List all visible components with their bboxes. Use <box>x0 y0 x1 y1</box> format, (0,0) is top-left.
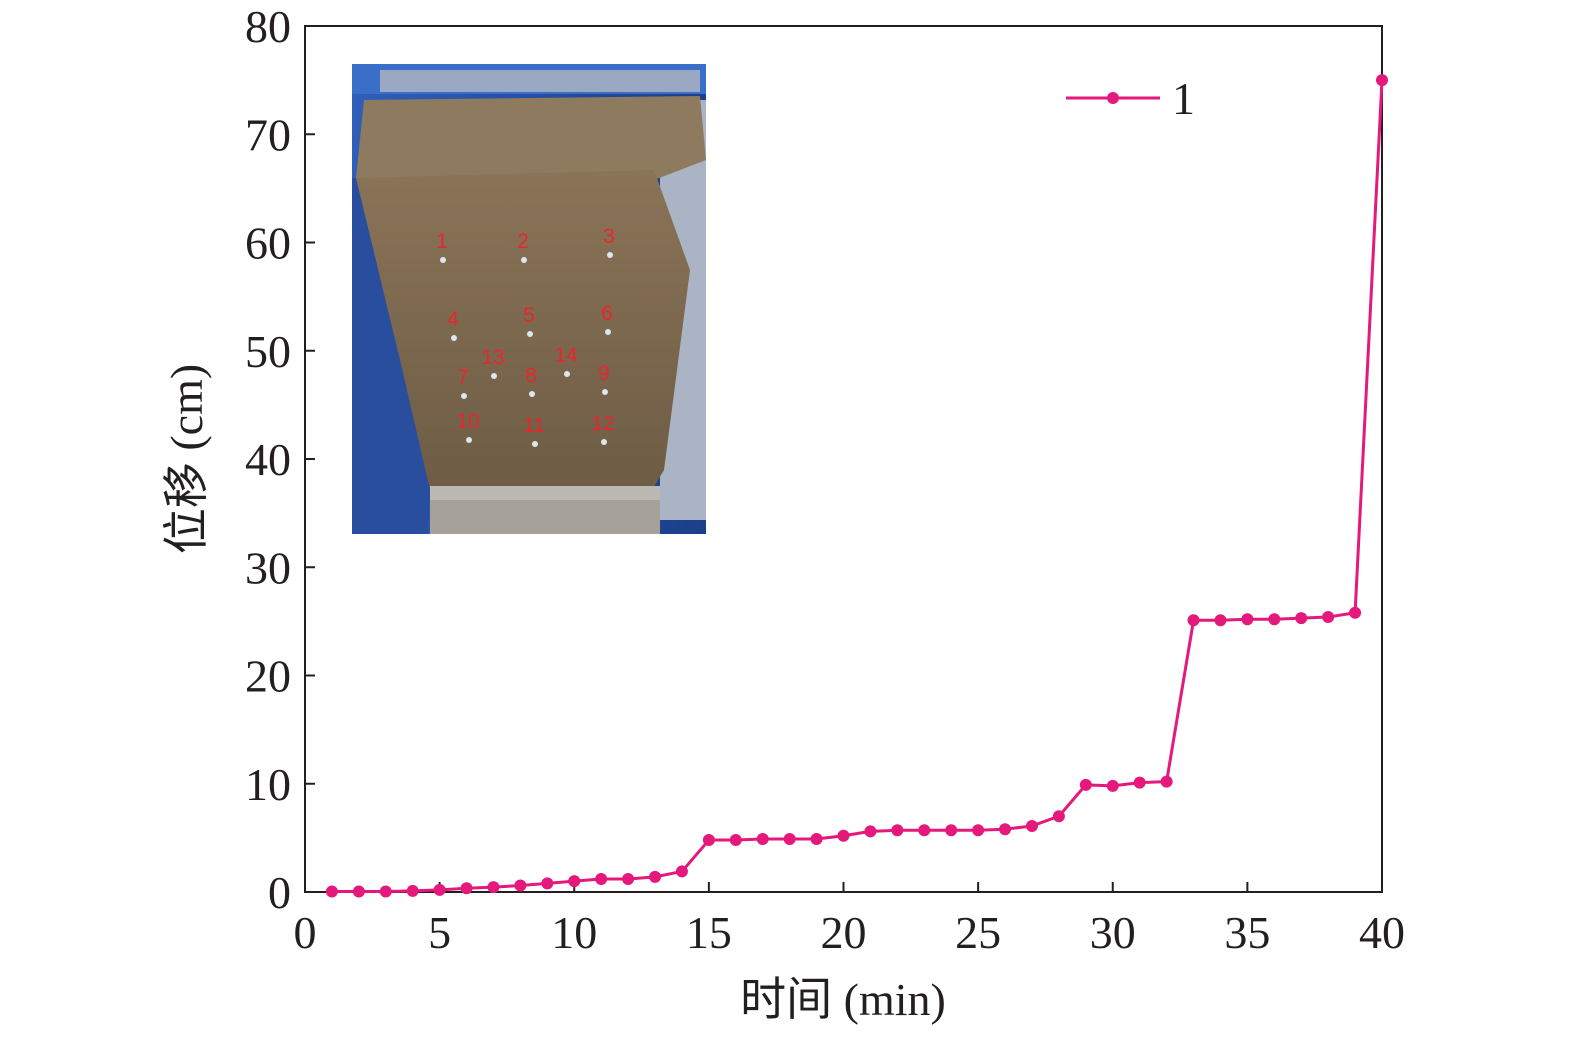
data-point <box>837 829 850 842</box>
data-point <box>487 881 500 894</box>
photo-point-label: 12 <box>591 412 614 435</box>
y-tick-label: 30 <box>245 542 291 593</box>
photo-point-label: 11 <box>523 414 545 437</box>
y-tick-label: 10 <box>245 759 291 810</box>
x-tick-label: 30 <box>1090 907 1136 958</box>
photo-point-label: 8 <box>525 364 537 387</box>
data-point <box>1268 613 1281 626</box>
photo-point-label: 14 <box>554 344 578 367</box>
legend-label: 1 <box>1172 73 1195 124</box>
photo-marker-dot <box>466 437 472 443</box>
y-tick-label: 50 <box>245 326 291 377</box>
data-point <box>1295 612 1308 625</box>
data-point <box>702 834 715 847</box>
photo-marker-dot <box>532 441 538 447</box>
data-point <box>1052 810 1065 823</box>
photo-marker-dot <box>605 329 611 335</box>
series-layer <box>325 74 1388 898</box>
data-point <box>783 832 796 845</box>
photo-marker-dot <box>440 257 446 263</box>
data-point <box>810 832 823 845</box>
data-point <box>675 865 688 878</box>
photo-point-label: 4 <box>447 308 459 331</box>
y-tick-label: 20 <box>245 651 291 702</box>
photo-marker-dot <box>529 391 535 397</box>
data-point <box>1241 613 1254 626</box>
data-point <box>514 879 527 892</box>
data-point <box>1376 74 1388 87</box>
y-tick-label: 80 <box>245 1 291 52</box>
photo-marker-dot <box>602 389 608 395</box>
photo-marker-dot <box>564 371 570 377</box>
photo-point-label: 6 <box>601 302 613 325</box>
photo-point-label: 1 <box>436 230 448 253</box>
photo-point-label: 10 <box>456 410 479 433</box>
y-axis-title: 位移 (cm) <box>161 364 212 554</box>
photo-marker-dot <box>461 393 467 399</box>
x-tick-label: 25 <box>955 907 1001 958</box>
data-point <box>379 885 392 898</box>
data-point <box>1133 776 1146 789</box>
photo-point-label: 7 <box>457 366 469 389</box>
data-point <box>1025 819 1038 832</box>
data-point <box>756 832 769 845</box>
x-tick-label: 35 <box>1224 907 1270 958</box>
photo-point-label: 2 <box>517 230 529 253</box>
data-point <box>1214 614 1227 627</box>
y-tick-label: 70 <box>245 109 291 160</box>
data-point <box>1322 611 1335 624</box>
data-point <box>541 877 554 890</box>
x-tick-label: 0 <box>294 907 317 958</box>
legend: 1 <box>1066 73 1195 124</box>
data-point <box>864 825 877 838</box>
legend-marker <box>1107 92 1119 104</box>
photo-point-label: 5 <box>523 304 535 327</box>
data-point <box>1160 775 1173 788</box>
data-point <box>406 884 419 897</box>
data-point <box>568 875 581 888</box>
photo-point-label: 13 <box>481 346 504 369</box>
inset-photo <box>352 64 706 534</box>
photo-marker-dot <box>527 331 533 337</box>
data-point <box>1106 779 1119 792</box>
x-tick-label: 5 <box>428 907 451 958</box>
data-point <box>972 824 985 837</box>
photo-marker-dot <box>521 257 527 263</box>
data-point <box>729 834 742 847</box>
photo-point-label: 9 <box>598 362 610 385</box>
data-point <box>433 883 446 896</box>
series-line-1 <box>331 80 1384 893</box>
data-point <box>891 824 904 837</box>
x-tick-label: 20 <box>821 907 867 958</box>
data-point <box>622 873 635 886</box>
photo-marker-dot <box>491 373 497 379</box>
data-point <box>595 873 608 886</box>
y-tick-label: 40 <box>245 434 291 485</box>
photo-marker-dot <box>601 439 607 445</box>
data-point <box>649 870 662 883</box>
data-point <box>945 824 958 837</box>
photo-point-label: 3 <box>603 225 615 248</box>
data-point <box>1349 606 1362 619</box>
x-tick-label: 15 <box>686 907 732 958</box>
photo-marker-dot <box>607 252 613 258</box>
data-point <box>460 882 473 895</box>
data-point <box>999 823 1012 836</box>
data-point <box>1187 614 1200 627</box>
x-tick-label: 10 <box>551 907 597 958</box>
y-tick-label: 0 <box>268 867 291 918</box>
x-axis-title: 时间 (min) <box>740 974 946 1025</box>
data-point <box>1079 778 1092 791</box>
data-point <box>352 885 365 898</box>
photo-marker-dot <box>451 335 457 341</box>
x-tick-label: 40 <box>1359 907 1405 958</box>
y-tick-label: 60 <box>245 218 291 269</box>
data-point <box>918 824 931 837</box>
data-point <box>325 885 338 898</box>
